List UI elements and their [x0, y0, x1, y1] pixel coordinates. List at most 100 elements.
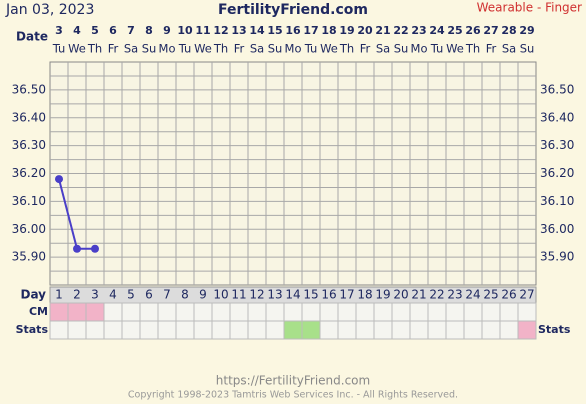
- date-number: 21: [375, 24, 390, 37]
- cycle-day: 19: [375, 288, 390, 302]
- cycle-day: 12: [249, 288, 264, 302]
- weekday: Sa: [502, 42, 516, 56]
- cycle-day: 7: [163, 288, 171, 302]
- cm-cell: [103, 302, 123, 322]
- stats-cell: [139, 320, 159, 340]
- cycle-day: 18: [357, 288, 372, 302]
- cycle-day: 8: [181, 288, 189, 302]
- date-number: 27: [483, 24, 498, 37]
- date-number: 5: [91, 24, 99, 37]
- temperature-point: [55, 175, 63, 184]
- cycle-day: 1: [55, 288, 63, 302]
- date-number: 7: [127, 24, 135, 37]
- cm-cell: [481, 302, 501, 322]
- weekday: Su: [268, 42, 283, 56]
- cycle-day: 17: [339, 288, 354, 302]
- stats-cell: [49, 320, 69, 340]
- stats-cell: [319, 320, 339, 340]
- stats-cell: [517, 320, 537, 340]
- stats-cell: [427, 320, 447, 340]
- stats-cell: [337, 320, 357, 340]
- cm-cell: [121, 302, 141, 322]
- stats-cell: [283, 320, 303, 340]
- date-number: 25: [447, 24, 462, 37]
- cycle-day: 10: [213, 288, 228, 302]
- y-tick-label-right: 35.90: [540, 250, 574, 264]
- weekday: Fr: [360, 42, 371, 56]
- stats-cell: [211, 320, 231, 340]
- stats-cell: [445, 320, 465, 340]
- cm-cell: [265, 302, 285, 322]
- weekday: Su: [394, 42, 409, 56]
- weekday: Fr: [486, 42, 497, 56]
- cycle-day: 4: [109, 288, 117, 302]
- cycle-day: 15: [303, 288, 318, 302]
- cycle-day: 22: [429, 288, 444, 302]
- cm-cell: [445, 302, 465, 322]
- date-number: 14: [249, 24, 265, 37]
- weekday: Su: [520, 42, 535, 56]
- y-tick-label-right: 36.20: [540, 166, 574, 180]
- stats-cell: [157, 320, 177, 340]
- cycle-day: 16: [321, 288, 336, 302]
- day-label: Day: [20, 288, 46, 302]
- stats-cell: [67, 320, 87, 340]
- y-tick-label-right: 36.10: [540, 194, 574, 208]
- stats-cell: [499, 320, 519, 340]
- cm-cell: [373, 302, 393, 322]
- weekday: Th: [339, 42, 354, 56]
- cycle-day: 24: [465, 288, 480, 302]
- cm-cell: [391, 302, 411, 322]
- cycle-day: 23: [447, 288, 462, 302]
- footer-url: https://FertilityFriend.com: [216, 374, 370, 388]
- date-number: 22: [393, 24, 408, 37]
- date-number: 11: [195, 24, 210, 37]
- date-number: 3: [55, 24, 63, 37]
- cycle-day: 9: [199, 288, 207, 302]
- temperature-point: [73, 244, 81, 253]
- stats-cell: [463, 320, 483, 340]
- stats-cell: [391, 320, 411, 340]
- cm-cell: [49, 302, 69, 322]
- weekday: Mo: [285, 42, 302, 56]
- cycle-day: 14: [285, 288, 300, 302]
- cycle-day: 20: [393, 288, 408, 302]
- cm-cell: [337, 302, 357, 322]
- weekday: Su: [142, 42, 157, 56]
- weekday: We: [320, 42, 338, 56]
- cm-cell: [157, 302, 177, 322]
- temperature-point: [91, 244, 99, 253]
- site-title: FertilityFriend.com: [218, 2, 368, 18]
- y-tick-label: 36.20: [12, 166, 46, 180]
- cm-cell: [517, 302, 537, 322]
- y-tick-label: 36.30: [12, 138, 46, 152]
- cm-cell: [283, 302, 303, 322]
- stats-label: Stats: [16, 323, 49, 336]
- cm-cell: [229, 302, 249, 322]
- date-number: 17: [303, 24, 318, 37]
- weekday: Sa: [376, 42, 390, 56]
- y-tick-label-right: 36.40: [540, 110, 574, 124]
- cm-cell: [193, 302, 213, 322]
- chart-date: Jan 03, 2023: [5, 2, 94, 18]
- stats-cell: [265, 320, 285, 340]
- stats-cell: [175, 320, 195, 340]
- weekday: Tu: [304, 42, 318, 56]
- date-number: 29: [519, 24, 534, 37]
- cycle-day: 26: [501, 288, 516, 302]
- y-tick-label: 36.00: [12, 222, 46, 236]
- stats-cell: [193, 320, 213, 340]
- cm-cell: [355, 302, 375, 322]
- cycle-day: 27: [519, 288, 534, 302]
- cm-cell: [463, 302, 483, 322]
- stats-label-right: Stats: [538, 323, 571, 336]
- date-number: 23: [411, 24, 426, 37]
- weekday: Th: [87, 42, 102, 56]
- stats-cell: [229, 320, 249, 340]
- date-number: 18: [321, 24, 336, 37]
- stats-cell: [409, 320, 429, 340]
- stats-cell: [373, 320, 393, 340]
- stats-cell: [121, 320, 141, 340]
- cm-cell: [139, 302, 159, 322]
- cm-cell: [427, 302, 447, 322]
